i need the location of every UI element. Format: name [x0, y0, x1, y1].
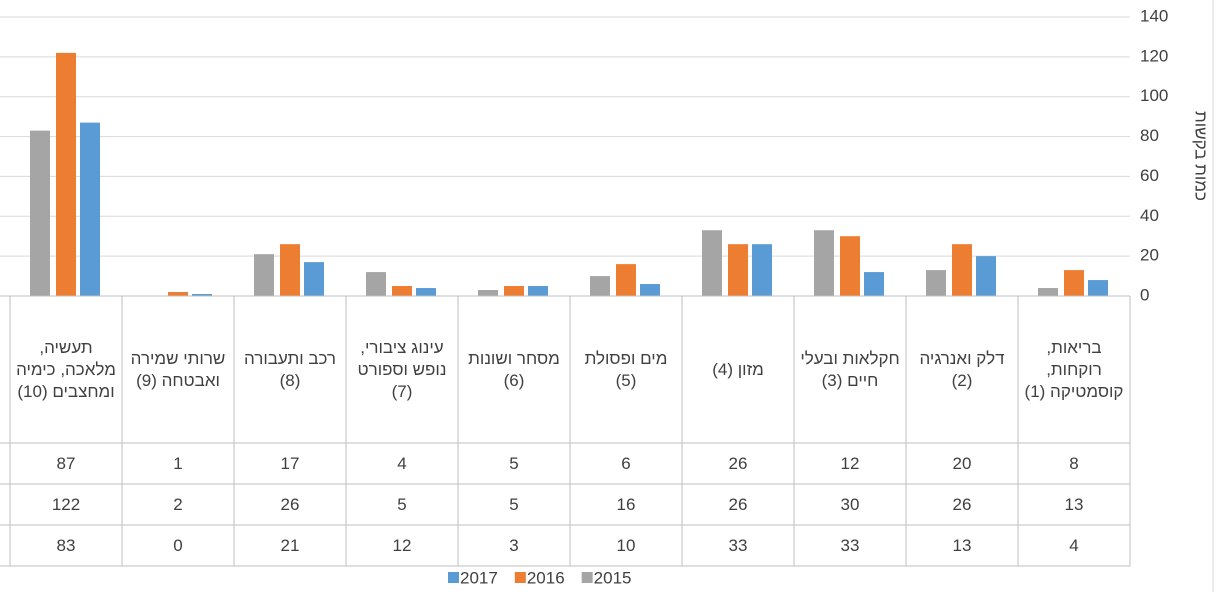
bar: [952, 244, 972, 296]
table-value: 13: [952, 535, 972, 555]
table-value: 13: [1064, 494, 1084, 514]
category-label: מסחר ושונות (6): [468, 348, 560, 390]
bar: [814, 230, 834, 296]
category-label: רכב ותעבורה (8): [243, 348, 337, 390]
table-value: 0: [173, 535, 183, 555]
table-value: 5: [397, 494, 407, 514]
bar: [528, 286, 548, 296]
category-label: תעשיה, מלאכה, כימיה ומחצבים (10): [16, 337, 116, 401]
table-value: 21: [280, 535, 300, 555]
table-value: 12: [392, 535, 412, 555]
y-tick-label: 20: [1140, 246, 1159, 265]
bar: [168, 292, 188, 296]
bar: [728, 244, 748, 296]
category-label: חקלאות ובעלי חיים (3): [800, 348, 900, 390]
table-value: 1: [173, 453, 183, 473]
legend-label: 2016: [527, 568, 565, 587]
bar: [1064, 270, 1084, 296]
y-tick-label: 40: [1140, 206, 1159, 225]
table-value: 12: [840, 453, 860, 473]
bar: [392, 286, 412, 296]
table-value: 33: [728, 535, 748, 555]
table-value: 6: [621, 453, 631, 473]
table-value: 4: [1069, 535, 1079, 555]
legend-swatch: [448, 572, 459, 583]
table-value: 4: [397, 453, 407, 473]
category-label: עינוג ציבורי, נופש וספורט (7): [357, 337, 447, 401]
bar: [56, 52, 76, 296]
table-value: 33: [840, 535, 860, 555]
table-value: 5: [509, 453, 519, 473]
y-tick-label: 60: [1140, 166, 1159, 185]
table-value: 26: [728, 453, 748, 473]
legend-label: 2015: [594, 568, 632, 587]
legend-swatch: [514, 572, 526, 583]
bar: [926, 270, 946, 296]
bar: [366, 272, 386, 296]
bar: [1038, 288, 1058, 296]
table-value: 16: [616, 494, 636, 514]
table-value: 2: [173, 494, 183, 514]
bar: [280, 244, 300, 296]
bar: [192, 294, 212, 296]
bar: [976, 256, 996, 296]
table-value: 122: [51, 494, 81, 514]
table-value: 8: [1069, 453, 1079, 473]
bar: [864, 272, 884, 296]
bar: [504, 286, 524, 296]
bar: [304, 262, 324, 296]
bar: [80, 122, 100, 296]
table-value: 20: [952, 453, 972, 473]
table-value: 26: [952, 494, 972, 514]
bar: [416, 288, 436, 296]
bar: [840, 236, 860, 296]
table-value: 5: [509, 494, 519, 514]
category-label: מזון (4): [712, 359, 764, 379]
y-tick-label: 120: [1140, 46, 1168, 65]
bar: [478, 290, 498, 296]
legend-label: 2017: [460, 568, 498, 587]
category-label: מים ופסולת (5): [584, 348, 668, 390]
y-tick-label: 80: [1140, 126, 1159, 145]
table-value: 17: [280, 453, 300, 473]
legend-swatch: [581, 572, 593, 583]
category-label: שרותי שמירה ואבטחה (9): [130, 348, 226, 390]
bar: [616, 264, 636, 296]
category-label: בריאות, רוקחות, קוסמטיקה (1): [1024, 337, 1124, 401]
bar: [254, 254, 274, 296]
table-value: 26: [280, 494, 300, 514]
bar: [30, 130, 50, 296]
category-label: דלק ואנרגיה (2): [919, 348, 1005, 390]
y-tick-label: 0: [1140, 285, 1149, 304]
table-value: 30: [840, 494, 860, 514]
bar: [1088, 280, 1108, 296]
table-value: 3: [509, 535, 519, 555]
table-value: 10: [616, 535, 636, 555]
bar: [752, 244, 772, 296]
table-value: 87: [56, 453, 76, 473]
table-value: 83: [56, 535, 76, 555]
y-axis-title: כמות בקשות: [1192, 111, 1211, 201]
bar: [640, 284, 660, 296]
bar: [702, 230, 722, 296]
table-value: 26: [728, 494, 748, 514]
y-tick-label: 100: [1140, 86, 1168, 105]
bar: [590, 276, 610, 296]
y-tick-label: 140: [1140, 6, 1168, 25]
